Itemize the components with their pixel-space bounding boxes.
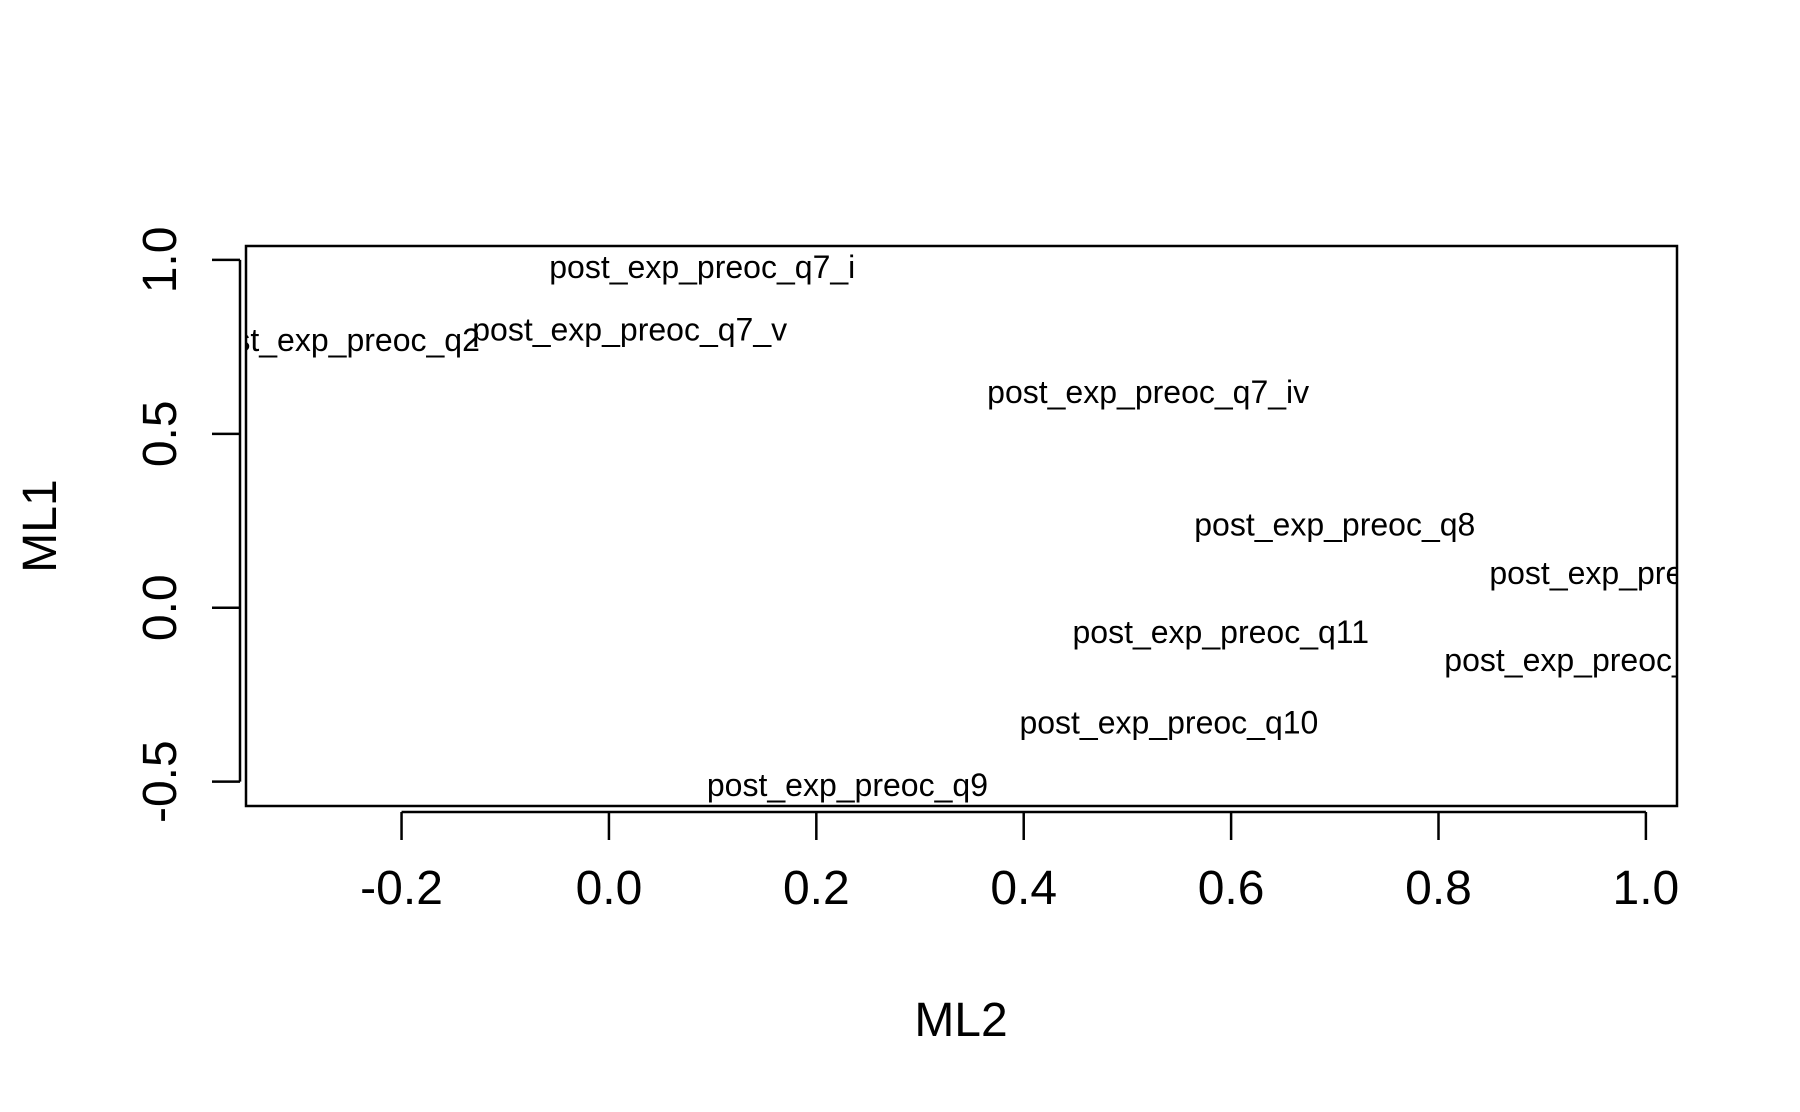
- point-label: post_exp_preoc_q7_i: [549, 249, 855, 285]
- point-label: post_exp_preoc_q10: [1019, 705, 1318, 741]
- x-tick-label: 0.6: [1198, 862, 1265, 915]
- x-axis-title: ML2: [914, 994, 1007, 1047]
- y-tick-label: 0.5: [134, 400, 187, 467]
- x-tick-label: 0.8: [1405, 862, 1472, 915]
- point-label: post_exp_preoc_q11: [1072, 614, 1369, 650]
- point-label: post_exp_preoc_q7_ii: [1489, 555, 1800, 591]
- point-label: post_exp_preoc_q2: [199, 322, 480, 358]
- point-label: post_exp_preoc_q7_v: [472, 311, 787, 347]
- point-label: post_exp_preoc_q8: [1194, 506, 1475, 542]
- x-tick-label: 0.4: [990, 862, 1057, 915]
- y-tick-label: -0.5: [134, 740, 187, 823]
- x-tick-label: 0.0: [576, 862, 643, 915]
- point-label: post_exp_preoc_q7_iv: [987, 374, 1309, 410]
- x-axis: -0.2 0.0 0.2 0.4 0.6 0.8 1.0: [360, 810, 1680, 915]
- point-labels: post_exp_preoc_q7_ipost_exp_preoc_q2post…: [199, 249, 1800, 803]
- point-label: post_exp_preoc_q7_iii: [1444, 642, 1764, 678]
- y-axis: -0.5 0.0 0.5 1.0: [134, 227, 242, 823]
- y-tick-label: 1.0: [134, 227, 187, 294]
- y-tick-label: 0.0: [134, 574, 187, 641]
- plot-frame: [244, 244, 1679, 808]
- y-axis-title: ML1: [14, 479, 67, 572]
- x-tick-label: 1.0: [1613, 862, 1680, 915]
- point-label: post_exp_preoc_q9: [707, 767, 988, 803]
- x-tick-label: 0.2: [783, 862, 850, 915]
- x-tick-label: -0.2: [360, 862, 443, 915]
